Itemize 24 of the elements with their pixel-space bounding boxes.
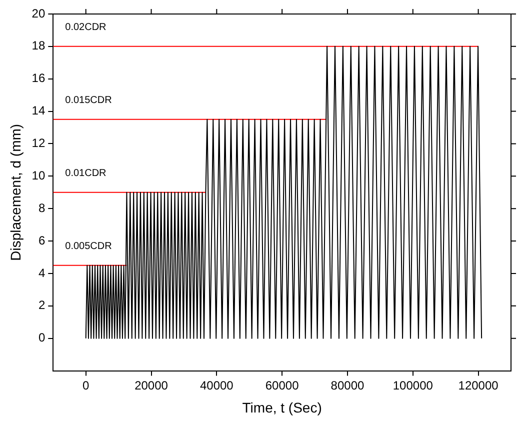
x-tick-label: 20000 [134,378,168,392]
y-tick-label: 20 [32,6,46,20]
y-tick-label: 12 [32,136,46,150]
x-tick-label: 40000 [200,378,234,392]
y-tick-label: 16 [32,71,46,86]
y-axis-title: Displacement, d (mm) [7,124,24,261]
series-label: 0.01CDR [65,168,106,180]
y-tick-label: 14 [32,104,46,118]
x-tick-label: 100000 [392,378,434,392]
x-tick-label: 60000 [265,378,300,392]
series-label: 0.005CDR [65,241,112,252]
y-tick-label: 4 [38,266,46,280]
y-tick-label: 10 [32,168,46,182]
y-tick-label: 2 [38,298,46,312]
x-tick-label: 120000 [458,378,499,392]
y-tick-label: 8 [38,200,46,215]
x-axis-title: Time, t (Sec) [242,399,322,416]
y-tick-label: 0 [38,330,46,345]
series-label: 0.02CDR [65,22,106,34]
y-tick-label: 6 [38,233,46,248]
x-tick-label: 80000 [330,378,364,392]
x-tick-label: 0 [82,378,90,392]
y-tick-label: 18 [32,38,46,53]
series-label: 0.015CDR [65,95,112,106]
